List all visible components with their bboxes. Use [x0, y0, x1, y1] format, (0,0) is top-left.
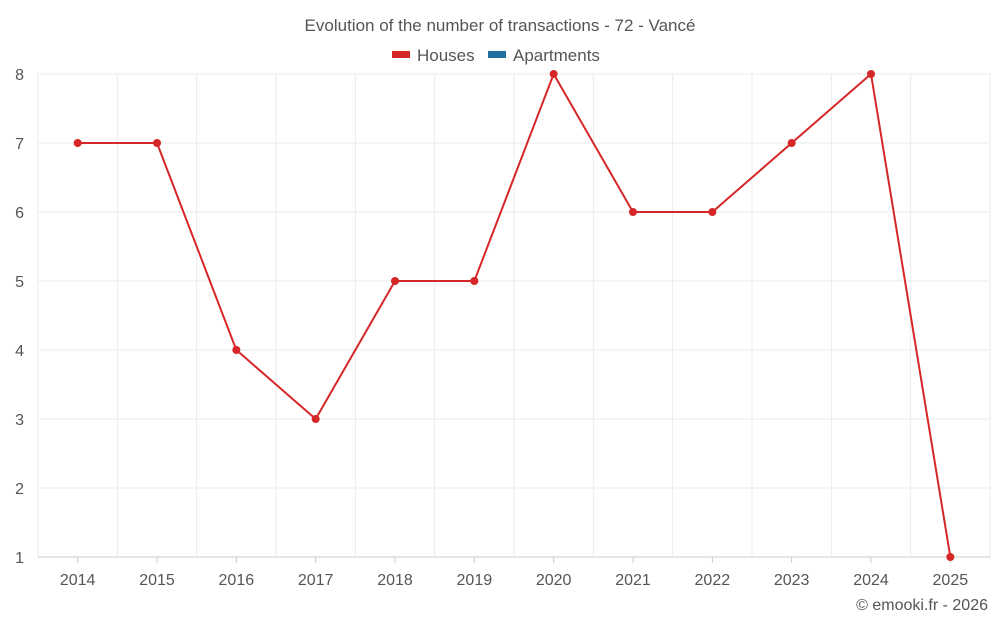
y-tick-label: 6 — [15, 205, 24, 222]
x-tick-label: 2020 — [536, 572, 572, 589]
x-tick-label: 2022 — [695, 572, 731, 589]
x-tick-label: 2014 — [60, 572, 96, 589]
series-line-houses — [77, 73, 952, 558]
y-tick-label: 4 — [15, 343, 24, 360]
x-tick-label: 2018 — [377, 572, 413, 589]
credit-text: © emooki.fr - 2026 — [856, 597, 988, 614]
data-point[interactable] — [232, 346, 241, 354]
data-point[interactable] — [946, 553, 955, 561]
x-tick-label: 2024 — [853, 572, 889, 589]
data-point[interactable] — [629, 208, 637, 216]
y-tick-label: 7 — [15, 136, 24, 153]
x-tick-label: 2015 — [139, 572, 175, 589]
legend-item-apartments[interactable]: Apartments — [488, 46, 600, 65]
x-tick-label: 2019 — [457, 572, 493, 589]
data-point[interactable] — [708, 208, 717, 216]
data-point[interactable] — [549, 70, 558, 78]
legend-label-apartments: Apartments — [513, 46, 600, 65]
data-point[interactable] — [787, 139, 796, 147]
axes: 1 2 3 4 5 6 7 8 2014 2015 2016 2017 2018 2019 2020 2021… — [15, 67, 990, 589]
legend-swatch-houses — [392, 51, 410, 58]
data-point[interactable] — [311, 415, 320, 423]
x-tick-label: 2025 — [933, 572, 969, 589]
x-tick-label: 2017 — [298, 572, 334, 589]
data-point[interactable] — [470, 277, 479, 285]
series-houses — [73, 70, 955, 561]
data-point[interactable] — [391, 277, 399, 285]
data-point[interactable] — [153, 139, 161, 147]
legend-label-houses: Houses — [417, 46, 475, 65]
y-tick-label: 2 — [15, 481, 24, 498]
x-tick-label: 2021 — [615, 572, 651, 589]
chart-title: Evolution of the number of transactions … — [305, 16, 696, 35]
legend-swatch-apartments — [488, 51, 506, 58]
x-tick-label: 2023 — [774, 572, 810, 589]
x-tick-label: 2016 — [219, 572, 255, 589]
data-point[interactable] — [73, 139, 82, 147]
y-tick-label: 1 — [15, 550, 24, 567]
y-tick-label: 8 — [15, 67, 24, 84]
data-point[interactable] — [867, 70, 875, 78]
grid — [37, 73, 991, 557]
y-tick-label: 3 — [15, 412, 24, 429]
y-tick-label: 5 — [15, 274, 24, 291]
legend: Houses Apartments — [392, 46, 600, 65]
legend-item-houses[interactable]: Houses — [392, 46, 475, 65]
